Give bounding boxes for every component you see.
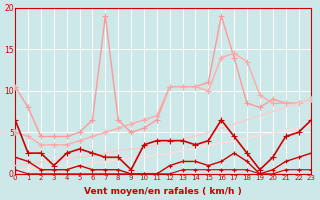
- X-axis label: Vent moyen/en rafales ( km/h ): Vent moyen/en rafales ( km/h ): [84, 187, 242, 196]
